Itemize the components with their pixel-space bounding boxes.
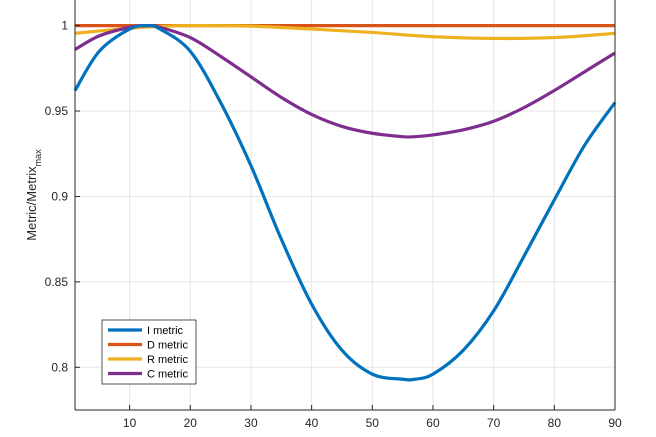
y-axis-label-main: Metric/Metrix [24,166,39,241]
y-tick-label: 0.85 [45,275,69,289]
series-line-i-metric [73,23,617,382]
x-tick-label: 20 [184,416,198,430]
x-tick-label: 80 [548,416,562,430]
legend-item: D metric [108,340,188,352]
legend-item: I metric [108,325,184,337]
series-lines [73,23,617,382]
x-tick-label: 70 [487,416,501,430]
x-tick-label: 60 [426,416,440,430]
x-tick-label: 50 [366,416,380,430]
y-tick-label: 0.95 [45,104,69,118]
legend-label: D metric [147,340,188,352]
y-tick-label: 0.9 [51,189,68,203]
x-tick-label: 90 [608,416,622,430]
y-tick-label: 1 [61,19,68,33]
legend: I metric D metric R metric C metric [101,319,197,385]
x-tick-label: 10 [123,416,137,430]
y-axis-label-subscript: max [33,149,43,167]
legend-label: R metric [147,354,188,366]
legend-item: R metric [108,354,188,366]
y-axis-label: Metric/Metrixmax [24,149,43,241]
x-tick-label: 40 [305,416,319,430]
legend-label: C metric [147,369,188,381]
x-tick-label: 30 [244,416,258,430]
legend-item: C metric [108,369,188,381]
y-tick-label: 0.8 [51,360,68,374]
legend-label: I metric [147,325,184,337]
series-line-c-metric [74,24,616,139]
tick-labels: 10 20 30 40 50 60 70 80 90 0.8 0.85 0.9 0.95 1 [45,19,622,430]
axes [74,0,616,411]
